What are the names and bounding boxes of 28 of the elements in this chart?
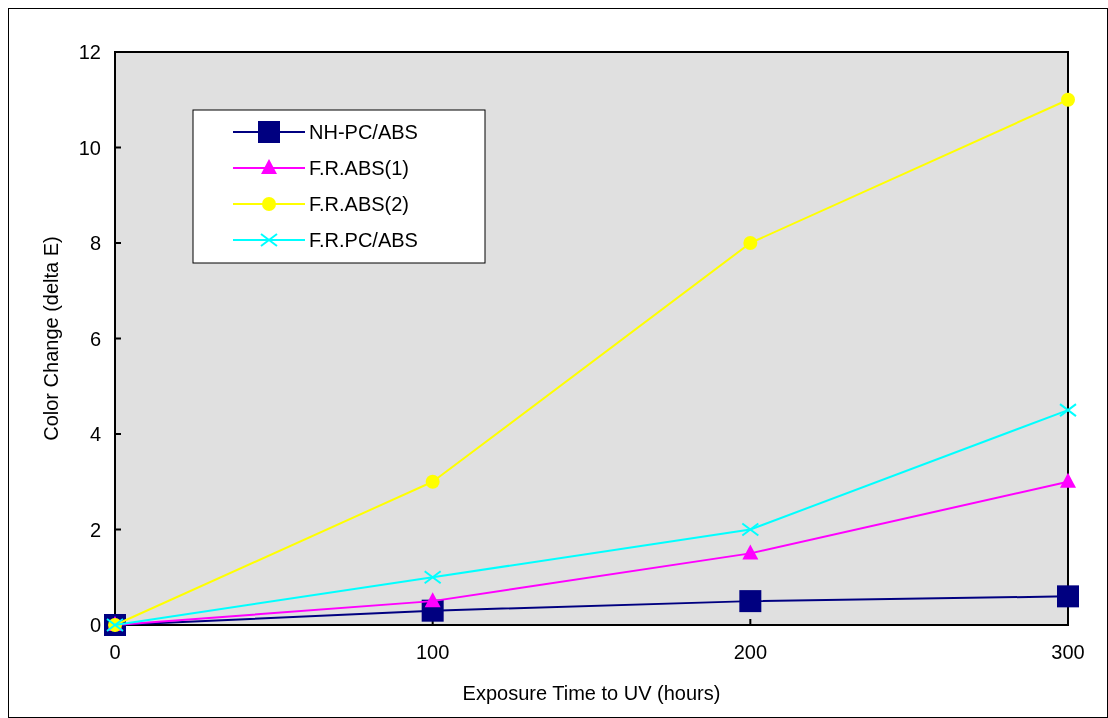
y-axis-title: Color Change (delta E) — [40, 236, 62, 441]
y-tick-label: 0 — [89, 614, 101, 636]
point — [1059, 403, 1077, 418]
x-tick-label: 300 — [1051, 641, 1085, 663]
legend-label: F.R.PC/ABS — [309, 229, 418, 251]
point — [425, 474, 440, 489]
x-tick-label: 0 — [109, 641, 121, 663]
point — [423, 570, 442, 585]
y-tick-label: 2 — [89, 518, 101, 541]
point — [1060, 472, 1076, 488]
point — [743, 236, 758, 250]
point — [739, 590, 762, 613]
x-axis-title: Exposure Time to UV (hours) — [462, 682, 721, 704]
point — [424, 592, 441, 608]
y-tick-label: 12 — [78, 41, 101, 63]
y-tick-label: 6 — [89, 327, 101, 350]
x-tick-label: 100 — [415, 641, 450, 663]
y-tick-label: 4 — [89, 423, 101, 445]
x-tick-label: 200 — [733, 641, 768, 663]
point — [1057, 585, 1079, 608]
y-tick-label: 8 — [89, 232, 101, 254]
point — [742, 544, 759, 560]
legend-label: F.R.ABS(2) — [309, 193, 410, 215]
legend-label: NH-PC/ABS — [309, 121, 418, 143]
point — [1061, 92, 1075, 107]
y-tick-label: 10 — [78, 136, 101, 159]
point — [741, 522, 760, 537]
legend-label: F.R.ABS(1) — [309, 157, 410, 179]
